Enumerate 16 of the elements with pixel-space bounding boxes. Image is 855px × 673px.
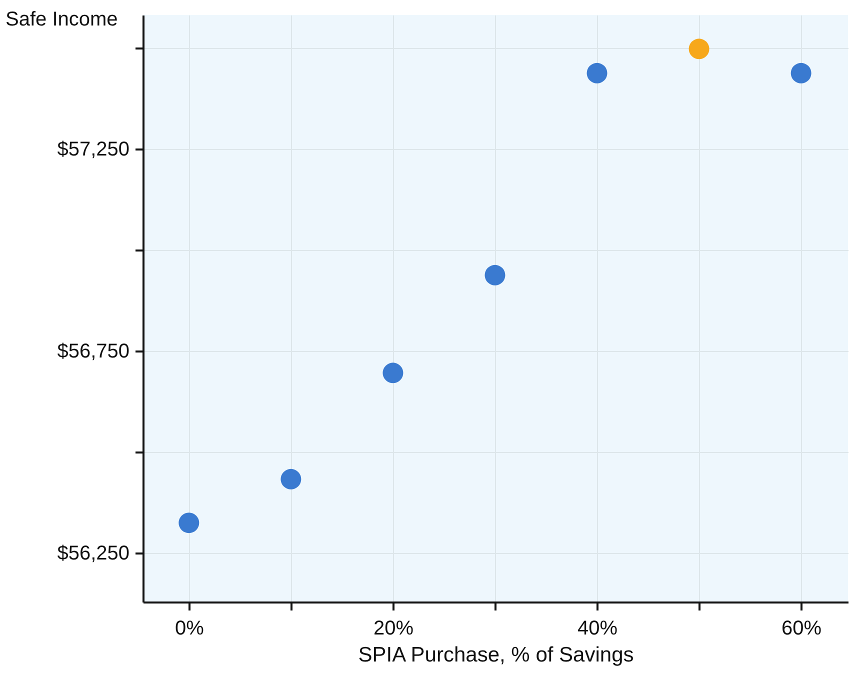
y-tick-label: $57,250 (57, 138, 130, 161)
point (382, 362, 404, 384)
x-tick-label: 20% (373, 618, 414, 640)
point (484, 264, 506, 286)
y-tick-label: $56,250 (57, 542, 130, 565)
x-tick-label: 40% (578, 618, 618, 640)
x-tick-label: 0% (174, 618, 204, 640)
x-tick-label: 60% (782, 618, 822, 640)
point (688, 38, 710, 60)
point (280, 468, 302, 490)
point (790, 62, 812, 84)
x-axis-title: SPIA Purchase, % of Savings (358, 644, 634, 666)
y-tick-label: $56,750 (57, 340, 130, 363)
y-axis-title: Safe Income (6, 8, 118, 30)
point (586, 62, 608, 84)
point (178, 512, 200, 534)
